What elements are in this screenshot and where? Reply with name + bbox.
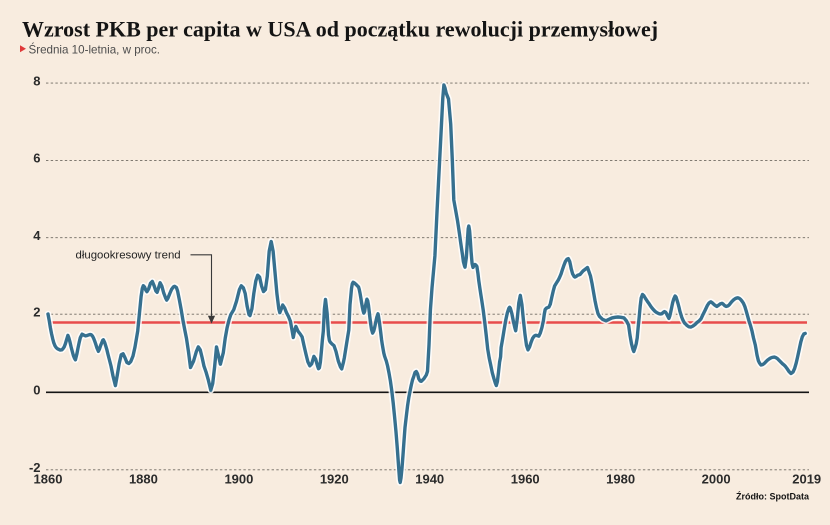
svg-text:-2: -2 bbox=[29, 460, 41, 475]
svg-text:1900: 1900 bbox=[224, 471, 253, 486]
svg-text:8: 8 bbox=[33, 73, 40, 88]
svg-text:Źródło: SpotData: Źródło: SpotData bbox=[736, 491, 810, 501]
svg-text:1880: 1880 bbox=[129, 471, 158, 486]
svg-text:2: 2 bbox=[33, 304, 40, 319]
svg-text:1980: 1980 bbox=[606, 471, 635, 486]
svg-text:1940: 1940 bbox=[415, 471, 444, 486]
svg-text:długookresowy trend: długookresowy trend bbox=[76, 250, 181, 262]
svg-text:Wzrost PKB per capita w USA od: Wzrost PKB per capita w USA od początku … bbox=[22, 17, 658, 42]
svg-text:6: 6 bbox=[33, 151, 40, 166]
svg-text:1960: 1960 bbox=[511, 471, 540, 486]
svg-text:4: 4 bbox=[33, 228, 41, 243]
svg-text:1920: 1920 bbox=[320, 471, 349, 486]
svg-text:0: 0 bbox=[33, 383, 40, 398]
svg-text:Średnia 10-letnia, w proc.: Średnia 10-letnia, w proc. bbox=[29, 44, 160, 57]
svg-text:1860: 1860 bbox=[34, 471, 63, 486]
svg-text:2019: 2019 bbox=[792, 471, 821, 486]
svg-text:2000: 2000 bbox=[702, 471, 731, 486]
